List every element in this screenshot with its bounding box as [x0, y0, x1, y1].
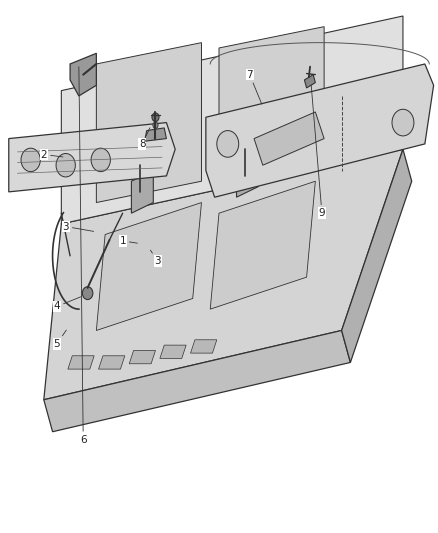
Polygon shape	[219, 27, 324, 181]
Circle shape	[91, 148, 110, 172]
Circle shape	[153, 122, 158, 128]
Text: 5: 5	[53, 330, 66, 349]
Polygon shape	[160, 345, 186, 358]
Polygon shape	[129, 351, 155, 364]
Polygon shape	[44, 149, 403, 400]
Text: 8: 8	[139, 128, 150, 149]
Text: 1: 1	[119, 236, 138, 246]
Circle shape	[56, 154, 75, 177]
Polygon shape	[304, 75, 315, 88]
Circle shape	[217, 131, 239, 157]
Polygon shape	[99, 356, 125, 369]
Text: 3: 3	[62, 222, 94, 231]
Circle shape	[21, 148, 40, 172]
Polygon shape	[68, 356, 94, 369]
Polygon shape	[254, 112, 324, 165]
Text: 3: 3	[150, 250, 161, 266]
Polygon shape	[44, 330, 350, 432]
Polygon shape	[191, 340, 217, 353]
Text: 6: 6	[79, 67, 87, 445]
Polygon shape	[206, 64, 434, 197]
Polygon shape	[96, 43, 201, 203]
Polygon shape	[237, 155, 258, 197]
Circle shape	[82, 287, 93, 300]
Polygon shape	[145, 128, 166, 141]
Polygon shape	[342, 149, 412, 362]
Text: 2: 2	[40, 150, 63, 159]
Polygon shape	[96, 203, 201, 330]
Polygon shape	[131, 171, 153, 213]
Polygon shape	[210, 181, 315, 309]
Polygon shape	[61, 16, 403, 224]
Text: 7: 7	[246, 70, 262, 104]
Circle shape	[152, 113, 159, 122]
Text: 4: 4	[53, 297, 81, 311]
Polygon shape	[70, 53, 96, 96]
Polygon shape	[9, 123, 175, 192]
Circle shape	[392, 109, 414, 136]
Text: 9: 9	[311, 85, 325, 218]
